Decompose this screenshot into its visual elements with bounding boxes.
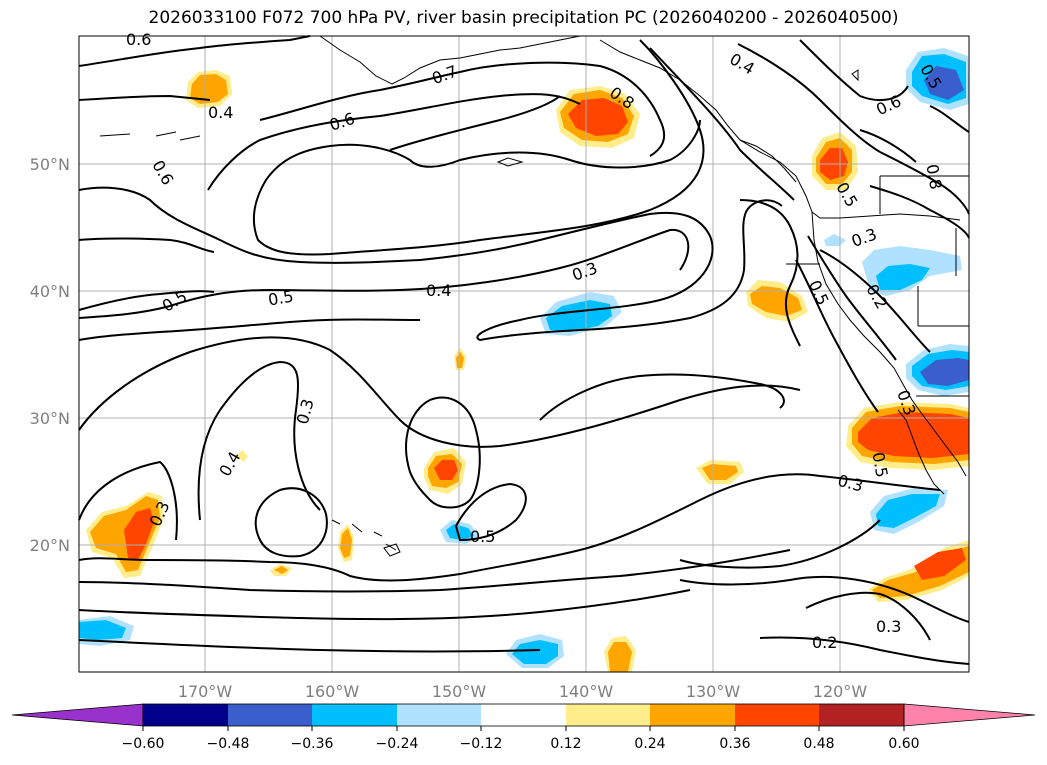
contour-label: 0.6 — [126, 30, 151, 49]
colorbar-tick-label: −0.12 — [460, 736, 503, 752]
shading-blob — [696, 460, 744, 484]
shading-blob — [906, 48, 969, 110]
colorbar-tick-label: 0.24 — [634, 736, 665, 752]
colorbar-bin — [228, 704, 312, 726]
lon-label: 120°W — [813, 682, 868, 701]
shading-blob — [868, 540, 969, 602]
colorbar-tick-label: −0.48 — [207, 736, 250, 752]
colorbar-bin — [819, 704, 904, 726]
map-frame — [78, 35, 970, 673]
colorbar-bin — [397, 704, 481, 726]
colorbar-tick-label: 0.60 — [888, 736, 919, 752]
map-title: 2026033100 F072 700 hPa PV, river basin … — [148, 8, 899, 28]
shading-blob — [424, 448, 466, 494]
lat-label: 40°N — [30, 282, 70, 301]
shading-blob — [906, 344, 969, 396]
shading-blob — [236, 450, 480, 576]
contour-label: 0.5 — [868, 451, 891, 479]
colorbar-tick-label: −0.60 — [122, 736, 165, 752]
lat-label: 30°N — [30, 409, 70, 428]
lon-label: 150°W — [432, 682, 487, 701]
colorbar-bin — [735, 704, 819, 726]
colorbar-bin — [143, 704, 228, 726]
shading-blob — [540, 292, 622, 336]
gridlines — [79, 36, 969, 672]
colorbar-bin — [481, 704, 566, 726]
colorbar-ticks — [142, 726, 905, 731]
colorbar-under-triangle — [11, 703, 144, 727]
pv-contours — [78, 35, 970, 665]
colorbar: −0.60 −0.48 −0.36 −0.24 −0.12 0.12 0.24 … — [11, 703, 1036, 752]
lon-label: 170°W — [178, 682, 233, 701]
colorbar-tick-label: −0.24 — [376, 736, 419, 752]
precipitation-shading — [79, 48, 969, 672]
colorbar-outline — [142, 703, 905, 727]
colorbar-bin — [566, 704, 650, 726]
colorbar-bin — [650, 704, 735, 726]
colorbar-tick-label: 0.48 — [803, 736, 834, 752]
lon-label: 160°W — [305, 682, 360, 701]
shading-blob — [79, 616, 636, 672]
colorbar-tick-label: −0.36 — [291, 736, 334, 752]
contour-label: 0.5 — [267, 286, 295, 309]
colorbar-bin — [312, 704, 397, 726]
shading-blob — [870, 488, 948, 534]
colorbar-over-triangle — [903, 703, 1036, 727]
contour-label: 0.4 — [426, 281, 451, 300]
lat-label: 50°N — [30, 155, 70, 174]
contour-label: 0.8 — [922, 163, 945, 191]
shading-blob — [454, 348, 466, 370]
latitude-labels: 50°N 40°N 30°N 20°N — [30, 155, 70, 555]
shading-blob — [846, 402, 969, 470]
contour-label: 0.3 — [876, 617, 901, 636]
colorbar-tick-label: 0.36 — [719, 736, 750, 752]
colorbar-tick-label: 0.12 — [550, 736, 581, 752]
shading-blob — [86, 492, 164, 578]
longitude-labels: 170°W 160°W 150°W 140°W 130°W 120°W — [178, 682, 868, 701]
lat-label: 20°N — [30, 536, 70, 555]
lon-label: 130°W — [686, 682, 741, 701]
contour-label: 0.5 — [470, 527, 495, 546]
contour-label: 0.2 — [812, 633, 837, 652]
shading-blob — [824, 234, 962, 296]
coastlines — [99, 35, 969, 557]
contour-label: 0.4 — [208, 103, 233, 122]
lon-label: 140°W — [559, 682, 614, 701]
